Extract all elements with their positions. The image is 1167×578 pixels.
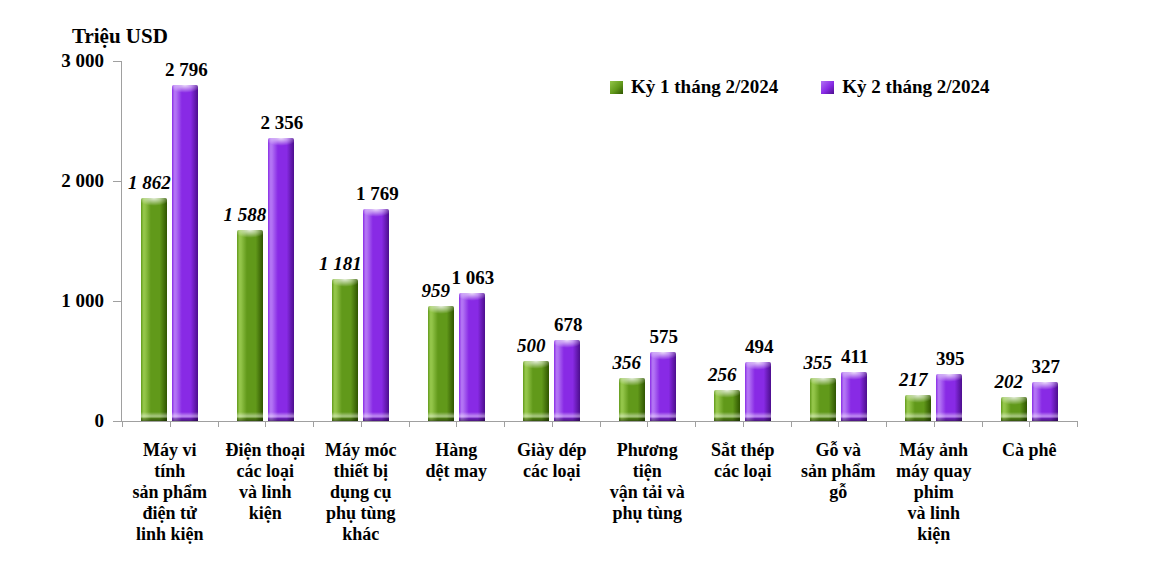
x-axis-tick bbox=[265, 421, 266, 427]
x-axis-category-label: Hàng dệt may bbox=[402, 440, 512, 482]
legend-item-2: Kỳ 2 tháng 2/2024 bbox=[821, 76, 989, 98]
bar-ky1 bbox=[141, 198, 167, 421]
bar-ky2 bbox=[268, 138, 294, 421]
bar-ky2 bbox=[745, 362, 771, 421]
bar-ky1 bbox=[1001, 397, 1027, 421]
x-axis-tick bbox=[361, 421, 362, 427]
y-axis-tick bbox=[113, 421, 122, 422]
y-axis-tick-label: 3 000 bbox=[20, 50, 104, 72]
x-axis-tick bbox=[647, 421, 648, 427]
bar-ky2 bbox=[1032, 382, 1058, 421]
bar-ky2 bbox=[936, 374, 962, 421]
bar-ky1 bbox=[332, 279, 358, 421]
x-axis-tick bbox=[1029, 421, 1030, 427]
y-axis-tick-label: 1 000 bbox=[20, 290, 104, 312]
x-axis-tick bbox=[552, 421, 553, 427]
x-axis-tick bbox=[409, 421, 410, 427]
legend-label: Kỳ 2 tháng 2/2024 bbox=[842, 76, 989, 98]
bar-value-label: 1 063 bbox=[433, 267, 513, 289]
bar-value-label: 327 bbox=[1006, 356, 1086, 378]
x-axis-category-label: Điện thoại các loại và linh kiện bbox=[211, 440, 321, 524]
x-axis-tick bbox=[791, 421, 792, 427]
x-axis-category-label: Máy móc thiết bị dụng cụ phụ tùng khác bbox=[306, 440, 416, 545]
x-axis-tick bbox=[838, 421, 839, 427]
x-axis-tick bbox=[170, 421, 171, 427]
bar-value-label: 1 769 bbox=[337, 183, 417, 205]
x-axis-tick bbox=[313, 421, 314, 427]
x-axis-tick bbox=[600, 421, 601, 427]
bar-ky1 bbox=[810, 378, 836, 421]
y-axis-tick bbox=[113, 301, 122, 302]
legend-swatch-icon bbox=[821, 81, 834, 94]
bar-ky2 bbox=[363, 209, 389, 421]
x-axis-tick bbox=[743, 421, 744, 427]
x-axis-category-label: Gỗ và sản phẩm gỗ bbox=[784, 440, 894, 503]
bar-ky1 bbox=[428, 306, 454, 421]
bar-value-label: 395 bbox=[910, 348, 990, 370]
x-axis-tick bbox=[695, 421, 696, 427]
bar-value-label: 2 356 bbox=[242, 112, 322, 134]
bar-ky1 bbox=[905, 395, 931, 421]
x-axis-tick bbox=[982, 421, 983, 427]
bar-value-label: 575 bbox=[624, 326, 704, 348]
x-axis-tick bbox=[122, 421, 123, 427]
x-axis-tick bbox=[886, 421, 887, 427]
bar-ky2 bbox=[650, 352, 676, 421]
x-axis-category-label: Phương tiện vận tải và phụ tùng bbox=[593, 440, 703, 524]
bar-ky2 bbox=[172, 85, 198, 421]
bar-ky1 bbox=[523, 361, 549, 421]
x-axis-tick bbox=[1077, 421, 1078, 427]
legend: Kỳ 1 tháng 2/2024 Kỳ 2 tháng 2/2024 bbox=[610, 76, 1033, 98]
x-axis-tick bbox=[934, 421, 935, 427]
bar-value-label: 2 796 bbox=[146, 59, 226, 81]
bar-ky2 bbox=[841, 372, 867, 421]
bar-ky2 bbox=[459, 293, 485, 421]
y-axis-tick-label: 0 bbox=[20, 410, 104, 432]
y-axis-tick bbox=[113, 61, 122, 62]
x-axis-tick bbox=[218, 421, 219, 427]
x-axis-category-label: Sắt thép các loại bbox=[688, 440, 798, 482]
bar-ky2 bbox=[554, 340, 580, 421]
x-axis-category-label: Giày dép các loại bbox=[497, 440, 607, 482]
y-axis-title: Triệu USD bbox=[72, 24, 168, 49]
bar-ky1 bbox=[714, 390, 740, 421]
legend-swatch-icon bbox=[610, 81, 623, 94]
x-axis-tick bbox=[456, 421, 457, 427]
bar-ky1 bbox=[619, 378, 645, 421]
y-axis-tick-label: 2 000 bbox=[20, 170, 104, 192]
legend-label: Kỳ 1 tháng 2/2024 bbox=[631, 76, 778, 98]
legend-item-1: Kỳ 1 tháng 2/2024 bbox=[610, 76, 778, 98]
bar-chart: Triệu USD Kỳ 1 tháng 2/2024 Kỳ 2 tháng 2/… bbox=[0, 0, 1167, 578]
bar-value-label: 678 bbox=[528, 314, 608, 336]
x-axis-category-label: Máy ảnh máy quay phim và linh kiện bbox=[879, 440, 989, 545]
x-axis-category-label: Cà phê bbox=[975, 440, 1085, 461]
x-axis-category-label: Máy vi tính sản phẩm điện tử linh kiện bbox=[115, 440, 225, 545]
bar-value-label: 411 bbox=[815, 346, 895, 368]
bar-ky1 bbox=[237, 230, 263, 421]
x-axis-tick bbox=[504, 421, 505, 427]
y-axis-line bbox=[121, 61, 122, 421]
